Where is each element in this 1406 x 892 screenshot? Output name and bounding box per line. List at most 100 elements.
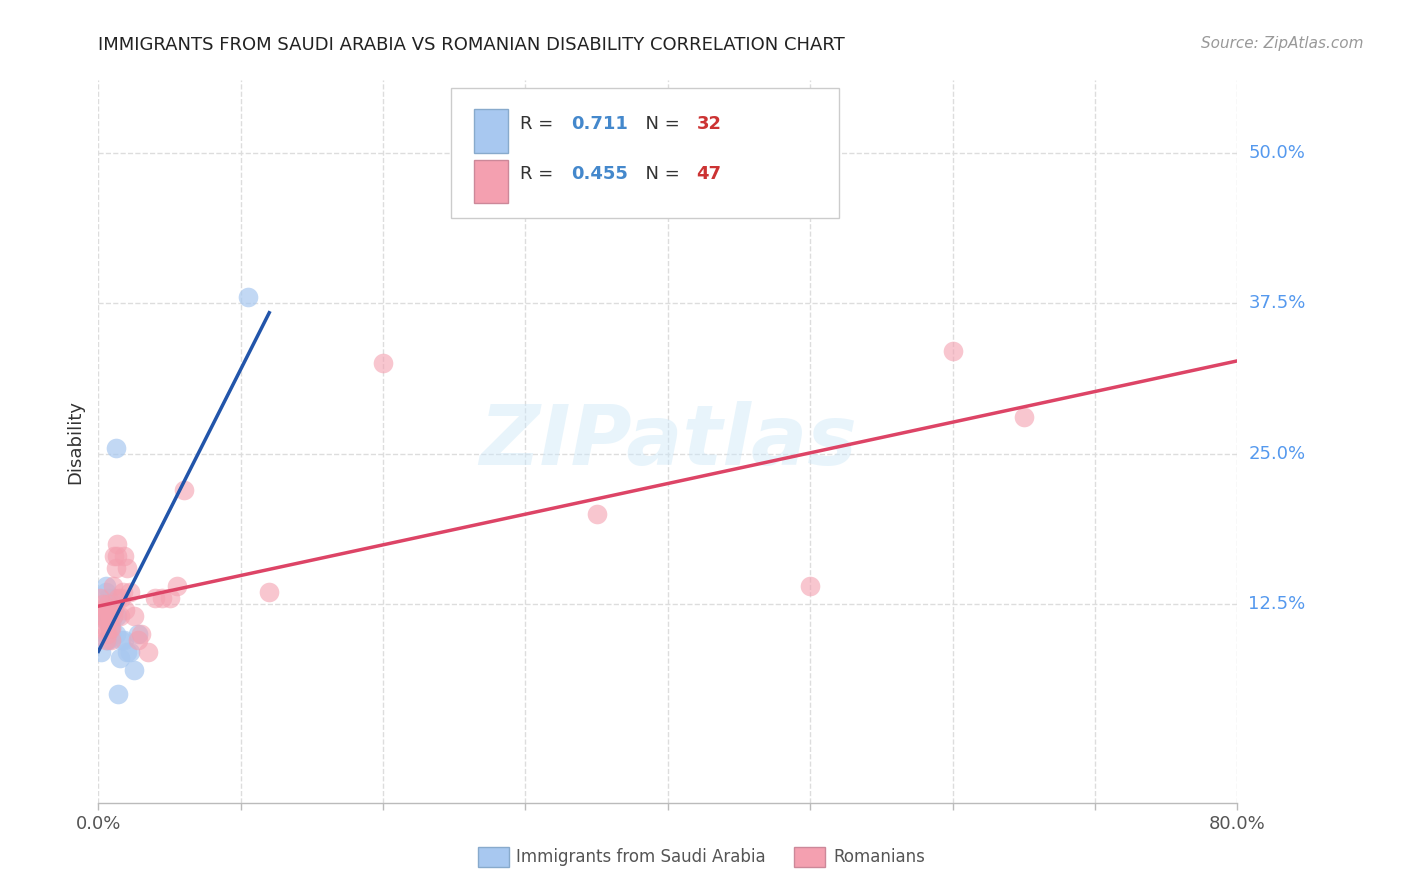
Text: 12.5%: 12.5% — [1249, 595, 1306, 613]
Point — [107, 591, 129, 606]
Point — [94, 633, 117, 648]
Point — [799, 579, 821, 593]
Point — [97, 615, 120, 630]
Point — [105, 537, 128, 551]
Text: 0.711: 0.711 — [571, 115, 628, 133]
Text: Romanians: Romanians — [834, 848, 925, 866]
Point — [259, 585, 281, 599]
Point — [129, 627, 152, 641]
Point — [373, 356, 395, 370]
Text: 50.0%: 50.0% — [1249, 144, 1305, 161]
Text: 47: 47 — [696, 165, 721, 183]
Point — [1012, 410, 1035, 425]
Point — [101, 579, 124, 593]
Point — [96, 627, 118, 641]
Text: ZIPatlas: ZIPatlas — [479, 401, 856, 482]
Point — [111, 585, 134, 599]
Point — [96, 615, 118, 630]
Text: IMMIGRANTS FROM SAUDI ARABIA VS ROMANIAN DISABILITY CORRELATION CHART: IMMIGRANTS FROM SAUDI ARABIA VS ROMANIAN… — [98, 36, 845, 54]
Point — [122, 664, 145, 678]
Point — [89, 591, 111, 606]
Point — [94, 579, 117, 593]
Point — [97, 591, 120, 606]
Point — [91, 609, 114, 624]
Point — [108, 609, 131, 624]
Point — [110, 633, 132, 648]
Point — [100, 633, 122, 648]
Point — [98, 627, 121, 641]
Point — [100, 627, 122, 641]
Point — [97, 597, 120, 611]
Text: R =: R = — [520, 165, 558, 183]
Point — [236, 290, 259, 304]
Point — [166, 579, 188, 593]
Point — [103, 591, 125, 606]
Text: Immigrants from Saudi Arabia: Immigrants from Saudi Arabia — [516, 848, 766, 866]
Point — [115, 645, 138, 659]
Point — [100, 615, 122, 630]
Point — [127, 633, 149, 648]
Point — [93, 621, 115, 635]
Point — [98, 609, 121, 624]
Point — [94, 621, 117, 635]
Point — [104, 561, 127, 575]
Point — [96, 603, 118, 617]
Point — [101, 597, 124, 611]
Point — [114, 603, 136, 617]
Point — [152, 591, 174, 606]
Point — [98, 621, 121, 635]
Point — [104, 441, 127, 455]
Point — [103, 603, 125, 617]
Text: 25.0%: 25.0% — [1249, 444, 1306, 463]
Point — [105, 609, 128, 624]
Point — [93, 609, 115, 624]
Point — [91, 597, 114, 611]
Point — [94, 585, 117, 599]
Text: R =: R = — [520, 115, 558, 133]
Text: N =: N = — [634, 115, 685, 133]
Point — [118, 585, 141, 599]
Y-axis label: Disability: Disability — [66, 400, 84, 483]
Point — [101, 603, 124, 617]
Point — [108, 651, 131, 665]
Text: 32: 32 — [696, 115, 721, 133]
Point — [942, 344, 965, 359]
Point — [98, 609, 121, 624]
Point — [104, 627, 127, 641]
Point — [112, 633, 135, 648]
Point — [101, 609, 124, 624]
Point — [97, 609, 120, 624]
Point — [100, 621, 122, 635]
Point — [94, 603, 117, 617]
Point — [145, 591, 167, 606]
Point — [127, 627, 149, 641]
Text: N =: N = — [634, 165, 685, 183]
FancyBboxPatch shape — [474, 160, 509, 203]
FancyBboxPatch shape — [451, 87, 839, 218]
Point — [115, 561, 138, 575]
Point — [96, 633, 118, 648]
Point — [93, 609, 115, 624]
Point — [98, 603, 121, 617]
Point — [585, 507, 607, 521]
Point — [110, 591, 132, 606]
Point — [107, 687, 129, 701]
Text: Source: ZipAtlas.com: Source: ZipAtlas.com — [1201, 36, 1364, 51]
FancyBboxPatch shape — [474, 109, 509, 153]
Point — [100, 621, 122, 635]
Point — [136, 645, 159, 659]
Text: 0.455: 0.455 — [571, 165, 628, 183]
Point — [90, 645, 112, 659]
Point — [90, 603, 112, 617]
Point — [91, 609, 114, 624]
Point — [159, 591, 181, 606]
Point — [112, 549, 135, 563]
Point — [173, 483, 195, 497]
Point — [97, 633, 120, 648]
Point — [101, 609, 124, 624]
Point — [118, 645, 141, 659]
Text: 37.5%: 37.5% — [1249, 294, 1306, 312]
Point — [103, 549, 125, 563]
Point — [122, 609, 145, 624]
Point — [105, 549, 128, 563]
